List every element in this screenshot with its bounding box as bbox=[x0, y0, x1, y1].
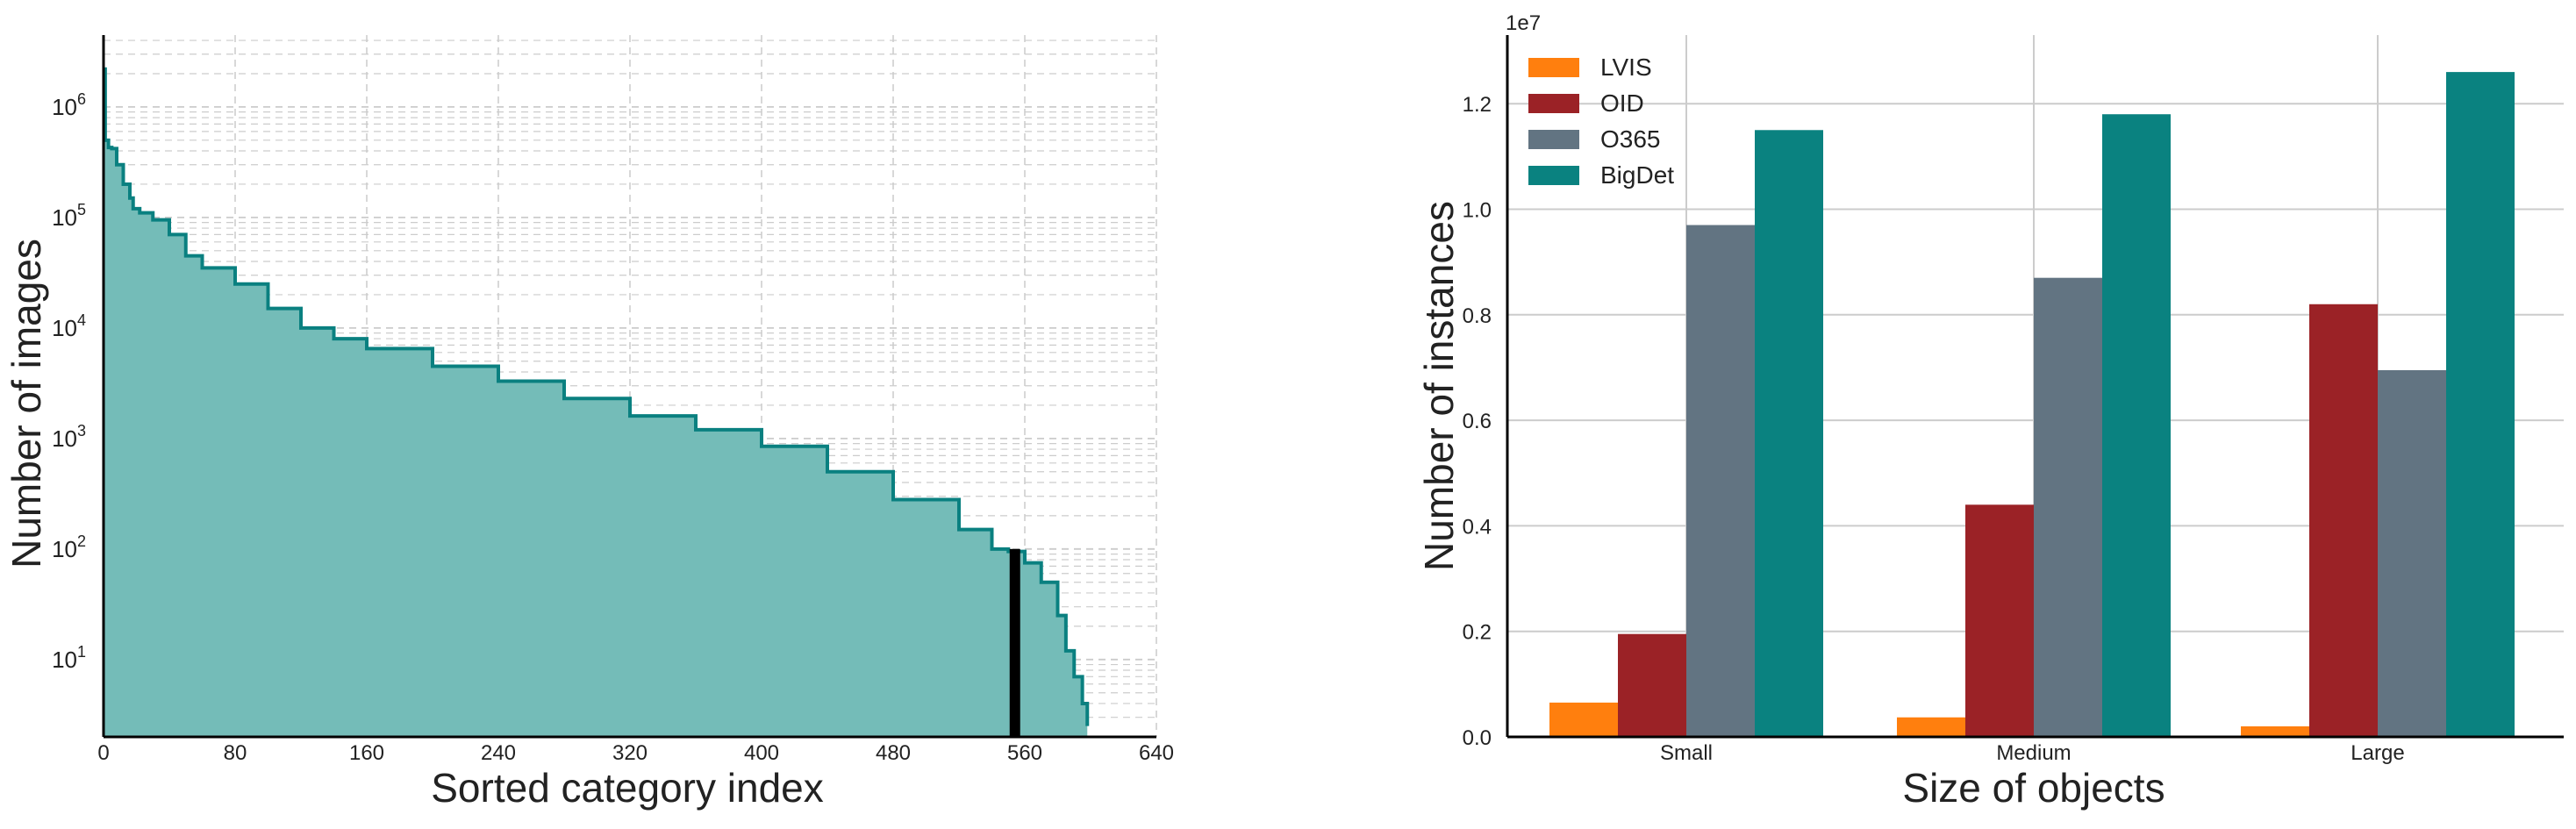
right-y-tick-label: 0.0 bbox=[1463, 726, 1492, 750]
left-x-tick-label: 480 bbox=[876, 741, 911, 765]
right-y-tick-label: 0.2 bbox=[1463, 621, 1492, 645]
legend-label-oid: OID bbox=[1600, 89, 1644, 117]
bar-oid-small bbox=[1618, 633, 1686, 737]
legend-label-o365: O365 bbox=[1600, 125, 1661, 153]
left-x-tick-label: 400 bbox=[744, 741, 779, 765]
left-y-tick-label: 106 bbox=[52, 90, 86, 120]
left-y-tick-label: 104 bbox=[52, 311, 86, 341]
left-x-tick-label: 640 bbox=[1139, 741, 1174, 765]
legend-swatch-bigdet bbox=[1528, 166, 1579, 185]
right-y-axis-label: Number of instances bbox=[1416, 201, 1462, 571]
right-x-ticks: Small Medium Large bbox=[1660, 741, 2405, 765]
left-y-axis-label: Number of images bbox=[4, 239, 49, 568]
left-y-tick-label: 102 bbox=[52, 532, 86, 562]
right-y-tick-label: 0.6 bbox=[1463, 410, 1492, 433]
left-y-tick-exp: 6 bbox=[77, 90, 86, 108]
left-y-tick-base: 10 bbox=[52, 536, 77, 562]
legend-label-bigdet: BigDet bbox=[1600, 161, 1674, 189]
right-axes bbox=[1506, 35, 2564, 739]
bar-lvis-small bbox=[1549, 702, 1618, 737]
left-y-tick-exp: 4 bbox=[77, 311, 86, 329]
right-y-offset-label: 1e7 bbox=[1506, 11, 1541, 35]
right-x-axis-label: Size of objects bbox=[1902, 765, 2165, 811]
left-y-tick-exp: 5 bbox=[77, 201, 86, 218]
right-y-tick-label: 0.4 bbox=[1463, 515, 1492, 539]
left-y-tick-base: 10 bbox=[52, 647, 77, 673]
left-y-tick-base: 10 bbox=[52, 94, 77, 120]
right-x-tick-label: Large bbox=[2351, 741, 2404, 765]
left-x-tick-label: 80 bbox=[224, 741, 247, 765]
bar-lvis-large bbox=[2241, 725, 2309, 737]
left-x-tick-label: 320 bbox=[612, 741, 648, 765]
left-area-fill bbox=[104, 68, 1088, 738]
left-y-tick-exp: 2 bbox=[77, 532, 86, 550]
left-x-tick-label: 560 bbox=[1007, 741, 1042, 765]
left-x-axis-label: Sorted category index bbox=[431, 765, 824, 811]
left-x-tick-label: 240 bbox=[481, 741, 516, 765]
bar-bigdet-small bbox=[1755, 130, 1823, 737]
right-y-tick-label: 1.0 bbox=[1463, 198, 1492, 222]
left-series-line bbox=[103, 67, 1090, 726]
bar-o365-large bbox=[2378, 369, 2446, 737]
bar-o365-small bbox=[1686, 225, 1755, 737]
left-y-tick-label: 105 bbox=[52, 201, 86, 231]
right-x-tick-label: Medium bbox=[1996, 741, 2071, 765]
right-bars bbox=[1549, 72, 2515, 737]
left-y-tick-base: 10 bbox=[52, 315, 77, 341]
images-per-category-chart: 0 80 160 240 320 400 480 560 640 101102103104105… bbox=[4, 35, 1174, 811]
left-x-ticks: 0 80 160 240 320 400 480 560 640 bbox=[97, 741, 1174, 765]
left-y-tick-label: 103 bbox=[52, 422, 86, 452]
right-y-tick-label: 0.8 bbox=[1463, 304, 1492, 328]
legend-label-lvis: LVIS bbox=[1600, 54, 1652, 81]
left-y-tick-base: 10 bbox=[52, 425, 77, 452]
bar-oid-medium bbox=[1965, 504, 2034, 737]
bar-bigdet-large bbox=[2446, 72, 2515, 737]
bar-oid-large bbox=[2309, 304, 2378, 737]
bar-o365-medium bbox=[2034, 277, 2102, 737]
left-y-tick-base: 10 bbox=[52, 204, 77, 231]
legend-swatch-lvis bbox=[1528, 58, 1579, 77]
left-x-tick-label: 160 bbox=[349, 741, 384, 765]
left-axes bbox=[102, 35, 1156, 739]
right-legend: LVIS OID O365 BigDet bbox=[1528, 54, 1674, 189]
right-y-tick-label: 1.2 bbox=[1463, 93, 1492, 117]
bar-lvis-medium bbox=[1897, 717, 1965, 737]
right-x-tick-label: Small bbox=[1660, 741, 1713, 765]
legend-swatch-oid bbox=[1528, 94, 1579, 113]
left-x-tick-label: 0 bbox=[97, 741, 109, 765]
left-y-tick-label: 101 bbox=[52, 643, 86, 673]
instances-by-size-chart: Small Medium Large 0.0 0.2 0.4 0.6 0.8 1.0 1.2 L… bbox=[1416, 11, 2564, 811]
left-y-tick-exp: 1 bbox=[77, 643, 86, 661]
left-y-tick-exp: 3 bbox=[77, 422, 86, 440]
legend-swatch-o365 bbox=[1528, 130, 1579, 149]
bar-bigdet-medium bbox=[2102, 114, 2171, 737]
left-threshold-marker bbox=[1009, 548, 1020, 737]
right-y-ticks: 0.0 0.2 0.4 0.6 0.8 1.0 1.2 bbox=[1463, 93, 1492, 750]
